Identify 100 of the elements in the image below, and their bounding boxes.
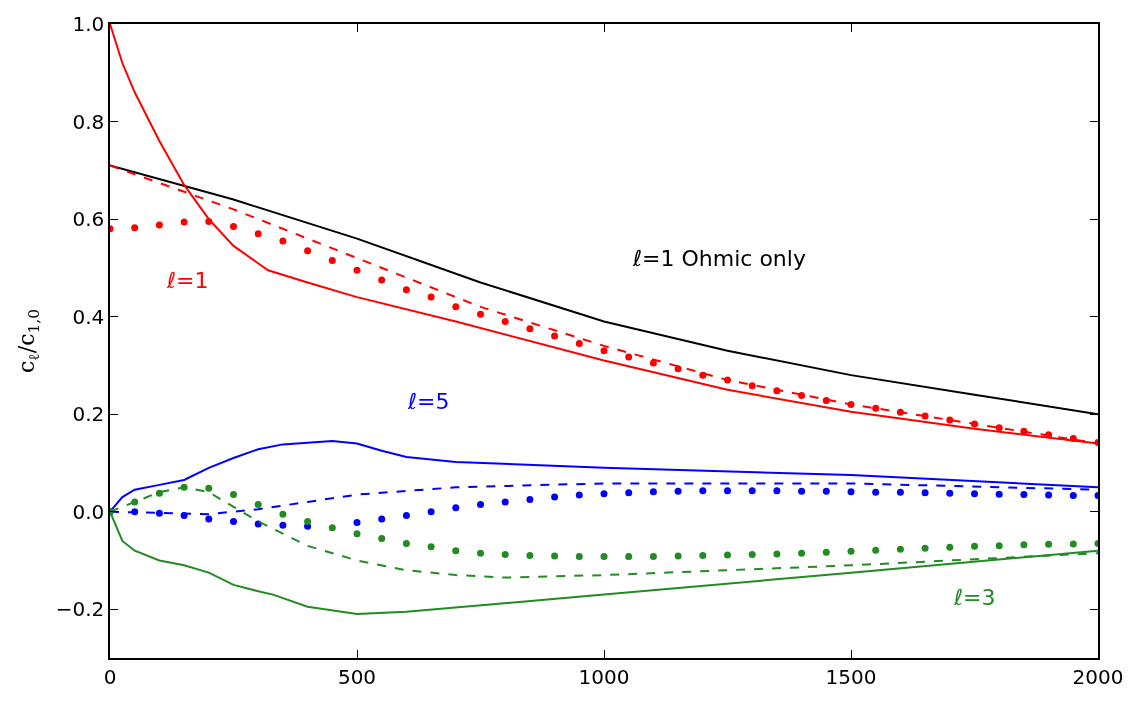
point bbox=[872, 546, 880, 554]
point bbox=[625, 553, 633, 561]
point bbox=[477, 310, 484, 318]
point bbox=[452, 547, 460, 555]
point bbox=[600, 553, 608, 561]
point bbox=[773, 487, 781, 495]
point bbox=[1020, 427, 1028, 435]
point bbox=[378, 535, 386, 543]
point bbox=[1069, 492, 1077, 500]
point bbox=[155, 509, 163, 517]
point bbox=[501, 551, 509, 559]
point bbox=[279, 237, 287, 245]
point bbox=[748, 382, 756, 390]
point bbox=[551, 493, 559, 501]
point bbox=[798, 549, 806, 557]
text: 0.0 bbox=[72, 499, 105, 524]
point bbox=[131, 224, 139, 232]
point bbox=[180, 483, 188, 491]
point bbox=[625, 353, 633, 361]
point bbox=[131, 508, 139, 516]
point bbox=[699, 487, 707, 495]
point bbox=[526, 552, 534, 560]
point bbox=[304, 517, 312, 525]
point bbox=[230, 517, 237, 525]
point bbox=[427, 543, 435, 551]
point bbox=[1045, 540, 1053, 548]
point bbox=[1020, 491, 1028, 499]
y-tick-label: 0.6 bbox=[72, 207, 105, 232]
point bbox=[995, 424, 1003, 432]
point bbox=[674, 552, 682, 560]
point bbox=[378, 276, 386, 284]
point bbox=[699, 371, 707, 379]
point bbox=[971, 420, 978, 428]
point bbox=[427, 293, 435, 301]
point bbox=[304, 247, 312, 255]
point bbox=[551, 332, 559, 340]
point bbox=[402, 539, 410, 547]
point bbox=[230, 491, 237, 499]
point bbox=[822, 548, 830, 556]
point bbox=[971, 542, 978, 550]
point bbox=[328, 524, 336, 532]
point bbox=[995, 490, 1003, 498]
point bbox=[1045, 431, 1053, 439]
point bbox=[699, 552, 707, 560]
point bbox=[131, 498, 139, 506]
x-tick-label: 1000 bbox=[578, 664, 630, 689]
point bbox=[625, 489, 633, 497]
series-label: ℓ=3 bbox=[953, 585, 996, 610]
point bbox=[971, 490, 978, 498]
point bbox=[378, 515, 386, 523]
point bbox=[501, 498, 509, 506]
series-label: ℓ=1 bbox=[166, 268, 209, 293]
point bbox=[600, 347, 608, 355]
point bbox=[155, 489, 163, 497]
point bbox=[205, 515, 213, 523]
point bbox=[477, 500, 484, 508]
y-tick-label: 0.4 bbox=[72, 304, 105, 329]
point bbox=[847, 488, 855, 496]
point bbox=[946, 489, 954, 497]
point bbox=[748, 487, 756, 495]
point bbox=[946, 543, 954, 551]
point bbox=[872, 404, 880, 412]
point bbox=[402, 286, 410, 294]
series-label: ℓ=5 bbox=[407, 389, 450, 414]
point bbox=[724, 487, 731, 495]
point bbox=[526, 496, 534, 503]
point bbox=[847, 547, 855, 555]
point bbox=[995, 542, 1003, 550]
point bbox=[649, 488, 657, 496]
point bbox=[822, 487, 830, 495]
point bbox=[946, 416, 954, 424]
point bbox=[353, 530, 361, 538]
point bbox=[155, 221, 163, 229]
point bbox=[205, 218, 213, 226]
point bbox=[254, 230, 262, 238]
point bbox=[180, 512, 188, 520]
point bbox=[279, 510, 287, 518]
point bbox=[748, 551, 756, 559]
point bbox=[921, 489, 929, 497]
point bbox=[328, 257, 336, 265]
text: 1.0 bbox=[72, 12, 105, 36]
point bbox=[724, 551, 731, 559]
point bbox=[452, 303, 460, 311]
y-tick-label: −0.2 bbox=[55, 597, 105, 622]
point bbox=[600, 490, 608, 498]
text: ℓ=1 Ohmic only bbox=[632, 246, 806, 271]
point bbox=[402, 512, 410, 520]
point bbox=[427, 508, 435, 516]
point bbox=[180, 218, 188, 226]
point bbox=[724, 376, 731, 384]
y-tick-label: 0.2 bbox=[72, 402, 105, 427]
point bbox=[353, 266, 361, 274]
point bbox=[773, 550, 781, 558]
point bbox=[674, 487, 682, 495]
point bbox=[822, 397, 830, 404]
point bbox=[575, 553, 583, 561]
x-tick-label: 1500 bbox=[825, 664, 877, 689]
point bbox=[501, 317, 509, 325]
point bbox=[798, 487, 806, 495]
point bbox=[254, 500, 262, 508]
